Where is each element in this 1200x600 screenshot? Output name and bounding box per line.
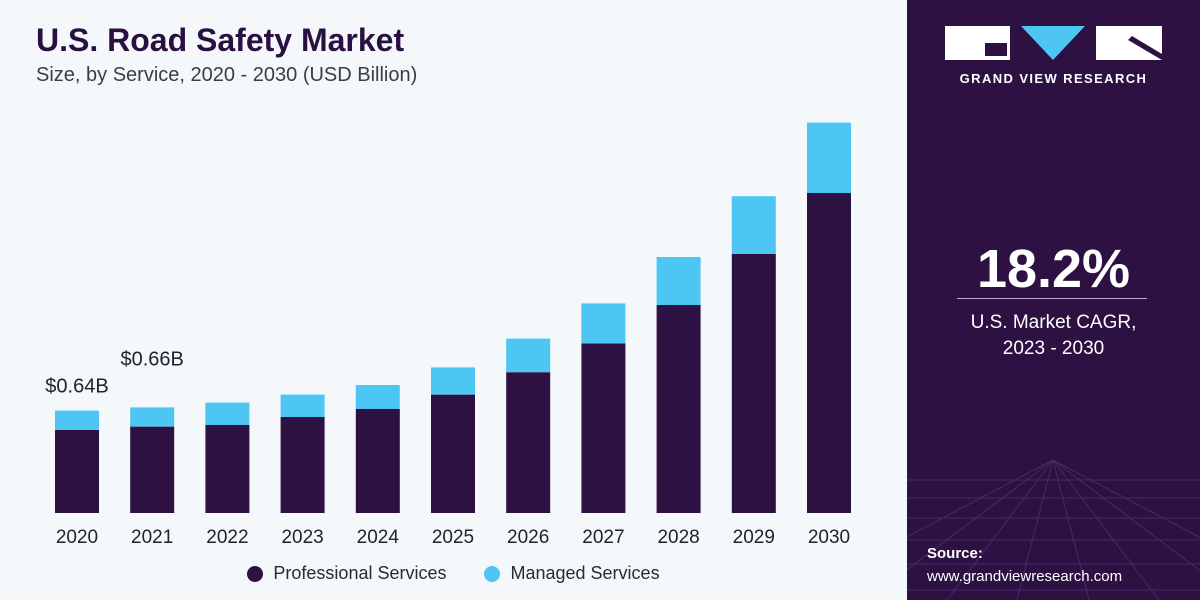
x-tick-label-2022: 2022 [206,527,248,548]
legend-item-professional-services: Professional Services [247,563,446,584]
bar-professional-2029 [731,253,776,514]
source-label: Source: [927,545,983,562]
bar-professional-2020 [55,429,99,513]
bar-professional-2023 [280,417,325,513]
x-tick-label-2026: 2026 [507,527,549,548]
x-tick-label-2030: 2030 [808,527,850,548]
bar-professional-2025 [431,394,475,513]
legend-item-managed-services: Managed Services [484,563,660,584]
bar-managed-2028 [656,257,701,305]
cagr-divider [957,298,1147,299]
bar-professional-2028 [656,305,701,513]
brand-name: GRAND VIEW RESEARCH [959,71,1148,86]
bar-managed-2025 [431,367,475,395]
cagr-value: 18.2% [976,239,1131,299]
perspective-grid-decoration [907,460,1200,600]
x-tick-label-2029: 2029 [733,527,775,548]
bar-managed-2022 [205,402,250,425]
bar-managed-2020 [55,410,99,430]
stacked-bar-chart: 2020 2021 2022 2023 2024 2025 2026 2027 2028 2029… [45,122,851,548]
legend-swatch-professional [247,565,264,582]
source-url[interactable]: www.grandviewresearch.com [927,568,1123,585]
bar-managed-2029 [731,196,776,254]
x-tick-label-2025: 2025 [432,527,474,548]
x-tick-label-2024: 2024 [357,527,400,548]
x-tick-label-2020: 2020 [56,527,98,548]
x-tick-label-2028: 2028 [657,527,699,548]
chart-subtitle: Size, by Service, 2020 - 2030 (USD Billi… [36,64,418,86]
bar-professional-2022 [205,425,250,513]
bar-professional-2026 [506,372,551,513]
bar-managed-2027 [581,303,626,344]
x-tick-label-2023: 2023 [281,527,323,548]
x-tick-label-2027: 2027 [582,527,624,548]
cagr-label-line1: U.S. Market CAGR, [970,312,1137,333]
bar-professional-2024 [355,409,400,513]
bar-professional-2030 [807,193,851,513]
data-label-2020: $0.64B [45,376,108,398]
chart-title: U.S. Road Safety Market [36,22,405,58]
legend-swatch-managed [484,565,501,582]
gvr-logo-icon [945,26,1162,60]
cagr-label-line2: 2023 - 2030 [1002,338,1105,359]
bar-managed-2021 [130,407,175,427]
chart-panel: U.S. Road Safety Market Size, by Service… [0,22,907,584]
bar-managed-2023 [280,394,325,417]
bar-professional-2021 [130,426,175,513]
bar-managed-2024 [355,385,400,409]
bar-professional-2027 [581,343,626,513]
brand-sidebar: GRAND VIEW RESEARCH 18.2% U.S. Market CA… [907,0,1200,600]
chart-legend: Professional Services Managed Services [0,563,907,584]
legend-label-managed: Managed Services [510,563,660,583]
bar-managed-2030 [807,122,851,193]
legend-label-professional: Professional Services [273,563,447,583]
bar-managed-2026 [506,338,551,373]
data-label-2021: $0.66B [121,348,184,370]
x-tick-label-2021: 2021 [131,527,173,548]
cagr-label: U.S. Market CAGR, 2023 - 2030 [907,310,1200,362]
